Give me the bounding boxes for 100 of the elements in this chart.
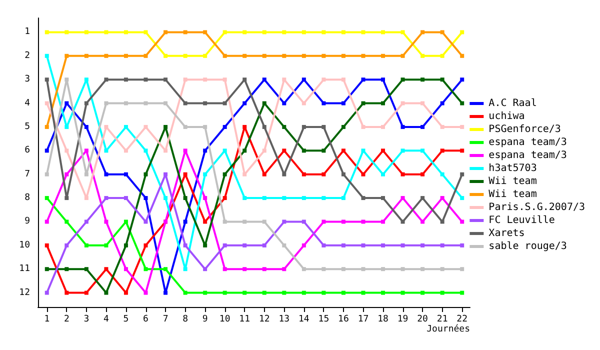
point bbox=[64, 54, 69, 58]
x-tick-label: 4 bbox=[104, 314, 109, 324]
point bbox=[361, 54, 366, 58]
point bbox=[144, 54, 148, 58]
point bbox=[104, 148, 108, 153]
point bbox=[84, 290, 88, 295]
point bbox=[282, 196, 286, 200]
point bbox=[84, 124, 88, 129]
point bbox=[400, 290, 405, 295]
point bbox=[381, 267, 386, 272]
point bbox=[420, 243, 425, 248]
point bbox=[222, 172, 227, 176]
x-tick-label: 17 bbox=[358, 314, 369, 324]
point bbox=[144, 290, 148, 295]
point bbox=[361, 267, 366, 272]
point bbox=[144, 220, 148, 224]
point bbox=[242, 30, 247, 34]
x-axis-title: Journées bbox=[426, 324, 470, 334]
point bbox=[164, 30, 168, 34]
point bbox=[381, 290, 386, 295]
point bbox=[381, 54, 386, 58]
point bbox=[341, 196, 346, 200]
point bbox=[262, 124, 266, 129]
point bbox=[242, 124, 247, 129]
point bbox=[124, 101, 128, 106]
point bbox=[144, 124, 148, 129]
point bbox=[341, 267, 346, 272]
point bbox=[183, 30, 188, 34]
point bbox=[183, 290, 188, 295]
x-tick-label: 14 bbox=[298, 314, 310, 324]
point bbox=[460, 148, 464, 153]
point bbox=[420, 30, 425, 34]
point bbox=[124, 54, 128, 58]
point bbox=[282, 220, 286, 224]
point bbox=[322, 196, 326, 200]
point bbox=[400, 267, 405, 272]
point bbox=[302, 220, 306, 224]
x-tick-label: 8 bbox=[182, 314, 188, 324]
point bbox=[44, 220, 49, 224]
point bbox=[124, 148, 128, 153]
point bbox=[64, 267, 69, 272]
point bbox=[460, 54, 464, 58]
point bbox=[322, 172, 326, 176]
point bbox=[262, 148, 266, 153]
point bbox=[144, 243, 148, 248]
point bbox=[44, 243, 49, 248]
point bbox=[440, 124, 444, 129]
point bbox=[64, 196, 69, 200]
point bbox=[262, 243, 266, 248]
legend-label: PSGenforce/3 bbox=[488, 124, 561, 135]
point bbox=[361, 78, 366, 82]
point bbox=[302, 101, 306, 106]
point bbox=[64, 290, 69, 295]
legend-label: A.C Raal bbox=[488, 98, 537, 109]
point bbox=[124, 30, 128, 34]
point bbox=[262, 196, 266, 200]
point bbox=[144, 148, 148, 153]
point bbox=[381, 172, 386, 176]
point bbox=[84, 101, 88, 106]
point bbox=[341, 290, 346, 295]
point bbox=[203, 30, 208, 34]
point bbox=[44, 30, 49, 34]
point bbox=[322, 267, 326, 272]
legend-label: Xarets bbox=[488, 228, 525, 239]
point bbox=[381, 124, 386, 129]
point bbox=[203, 124, 208, 129]
point bbox=[164, 101, 168, 106]
point bbox=[183, 148, 188, 153]
point bbox=[124, 243, 128, 248]
point bbox=[64, 220, 69, 224]
point bbox=[104, 78, 108, 82]
point bbox=[400, 172, 405, 176]
point bbox=[400, 220, 405, 224]
point bbox=[104, 124, 108, 129]
y-tick-label: 7 bbox=[24, 169, 30, 180]
point bbox=[420, 172, 425, 176]
point bbox=[440, 243, 444, 248]
x-tick-label: 11 bbox=[239, 314, 250, 324]
point bbox=[262, 220, 266, 224]
point bbox=[203, 243, 208, 248]
x-tick-label: 6 bbox=[143, 314, 148, 324]
point bbox=[381, 78, 386, 82]
point bbox=[302, 148, 306, 153]
point bbox=[104, 290, 108, 295]
point bbox=[302, 124, 306, 129]
point bbox=[104, 267, 108, 272]
x-tick-label: 20 bbox=[417, 314, 428, 324]
point bbox=[222, 243, 227, 248]
point bbox=[84, 243, 88, 248]
point bbox=[222, 124, 227, 129]
legend-label: Wii team bbox=[488, 189, 537, 200]
point bbox=[361, 30, 366, 34]
point bbox=[44, 172, 49, 176]
y-tick-label: 8 bbox=[24, 193, 30, 204]
point bbox=[242, 267, 247, 272]
x-tick-label: 12 bbox=[258, 314, 270, 324]
point bbox=[64, 172, 69, 176]
point bbox=[341, 172, 346, 176]
point bbox=[203, 54, 208, 58]
point bbox=[381, 30, 386, 34]
